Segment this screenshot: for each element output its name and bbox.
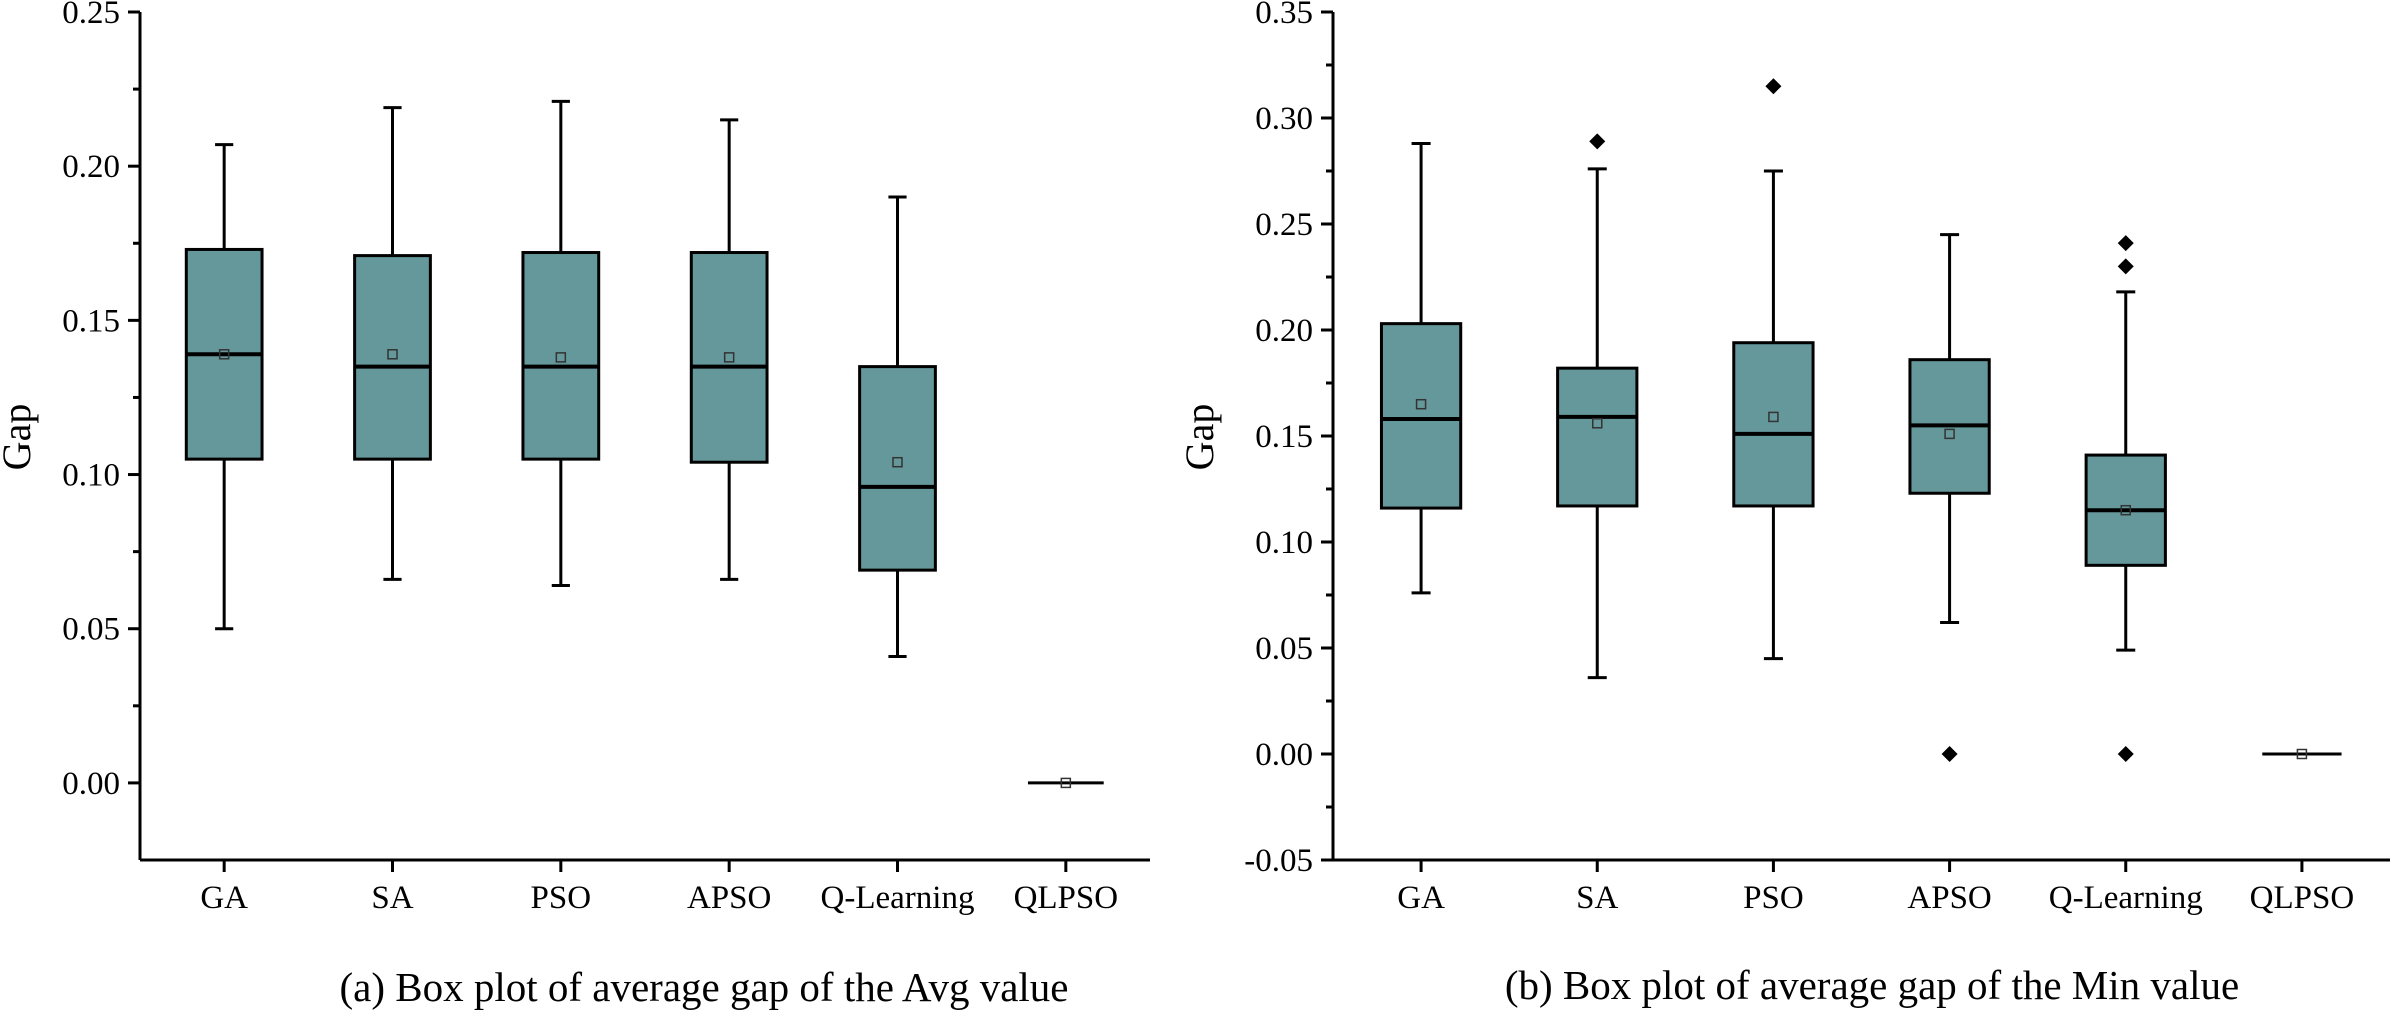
chart-a-mean-marker bbox=[387, 349, 398, 360]
chart-b-y-tick-label: 0.30 bbox=[1255, 101, 1313, 137]
chart-a-caption: (a) Box plot of average gap of the Avg v… bbox=[339, 964, 1068, 1010]
chart-a-x-tick-label: SA bbox=[371, 880, 413, 916]
chart-b-outlier-point bbox=[2117, 746, 2134, 762]
chart-a-y-tick-label: 0.00 bbox=[62, 766, 120, 802]
chart-a-x-tick-label: QLPSO bbox=[1014, 880, 1119, 916]
chart-a-y-tick-label: 0.20 bbox=[62, 149, 120, 185]
chart-a-mean-marker bbox=[892, 456, 903, 468]
chart-a-mean-marker bbox=[218, 349, 230, 360]
chart-b-x-tick-label: QLPSO bbox=[2250, 880, 2355, 916]
chart-b-x-tick-label: APSO bbox=[1907, 880, 1991, 916]
chart-b-outlier-point bbox=[1765, 78, 1782, 95]
chart-b-y-tick-label: 0.05 bbox=[1255, 631, 1313, 667]
chart-b-outlier-point bbox=[2117, 235, 2134, 252]
chart-b-outlier-point bbox=[1589, 133, 1606, 150]
chart-b-y-tick-label: 0.00 bbox=[1255, 737, 1313, 773]
chart-a-x-tick-label: PSO bbox=[531, 880, 592, 916]
chart-a-mean-marker bbox=[723, 352, 735, 363]
chart-a-box bbox=[521, 251, 601, 461]
chart-b-box bbox=[1732, 341, 1815, 508]
chart-b-mean-marker bbox=[1944, 428, 1955, 440]
chart-b-mean-marker bbox=[2120, 504, 2131, 516]
chart-a-y-tick-label: 0.10 bbox=[62, 458, 120, 494]
chart-b-box bbox=[1556, 366, 1639, 508]
chart-b-y-tick-label: -0.05 bbox=[1244, 843, 1313, 879]
chart-a-box bbox=[689, 251, 769, 464]
chart-b-outlier-point bbox=[2117, 258, 2134, 275]
chart-a-y-tick-label: 0.05 bbox=[62, 612, 120, 648]
chart-a-box bbox=[858, 365, 937, 572]
chart-b-x-tick-label: PSO bbox=[1743, 880, 1804, 916]
chart-a-box bbox=[353, 254, 432, 461]
chart-b-mean-marker bbox=[1592, 418, 1603, 429]
chart-a-x-tick-label: Q-Learning bbox=[821, 880, 975, 916]
chart-b-y-tick-label: 0.15 bbox=[1255, 419, 1313, 455]
chart-b-y-tick-label: 0.20 bbox=[1255, 313, 1313, 349]
chart-a-x-tick-label: GA bbox=[200, 880, 248, 916]
chart-b-y-tick-label: 0.25 bbox=[1255, 207, 1313, 243]
chart-b-x-tick-label: Q-Learning bbox=[2049, 880, 2203, 916]
chart-b-x-tick-label: GA bbox=[1397, 880, 1445, 916]
chart-b-y-axis-label: Gap bbox=[1177, 404, 1222, 471]
chart-a: Gap (a) Box plot of average gap of the A… bbox=[0, 0, 1150, 1010]
chart-b: Gap (b) Box plot of average gap of the M… bbox=[1177, 0, 2390, 1008]
chart-b-mean-marker bbox=[1768, 411, 1779, 423]
chart-b-outlier-point bbox=[1941, 746, 1958, 762]
chart-b-x-tick-label: SA bbox=[1576, 880, 1618, 916]
chart-b-y-tick-label: 0.35 bbox=[1255, 0, 1313, 31]
chart-b-mean-marker bbox=[2296, 748, 2308, 760]
chart-b-box bbox=[1379, 322, 1463, 510]
chart-a-y-axis-label: Gap bbox=[0, 404, 39, 471]
chart-b-mean-marker bbox=[1415, 398, 1427, 410]
chart-a-mean-marker bbox=[1060, 777, 1072, 789]
chart-a-x-tick-label: APSO bbox=[687, 880, 771, 916]
chart-a-y-tick-label: 0.15 bbox=[62, 303, 120, 339]
chart-b-y-tick-label: 0.10 bbox=[1255, 525, 1313, 561]
chart-b-caption: (b) Box plot of average gap of the Min v… bbox=[1505, 962, 2239, 1008]
chart-a-y-tick-label: 0.25 bbox=[62, 0, 120, 31]
chart-a-mean-marker bbox=[555, 352, 567, 363]
